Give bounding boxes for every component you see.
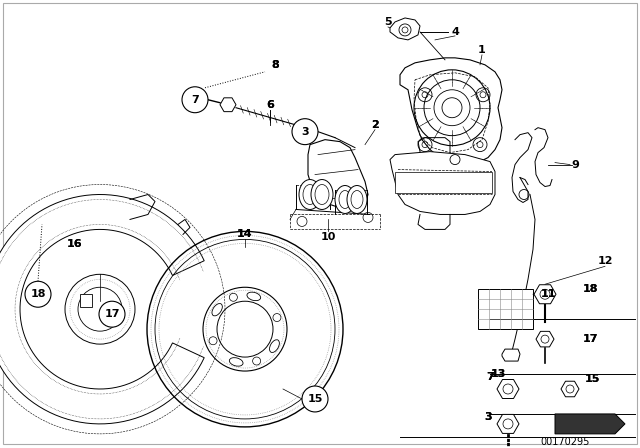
Polygon shape	[395, 172, 492, 193]
Circle shape	[25, 281, 51, 307]
Text: 3: 3	[484, 412, 492, 422]
Text: 7: 7	[486, 372, 494, 382]
Polygon shape	[390, 151, 495, 215]
Text: 14: 14	[237, 229, 253, 239]
Text: 11: 11	[540, 289, 556, 299]
Text: 17: 17	[582, 334, 598, 344]
Text: 16: 16	[67, 239, 83, 250]
Ellipse shape	[229, 358, 243, 366]
Text: 11: 11	[540, 289, 556, 299]
Ellipse shape	[335, 185, 355, 213]
Text: 7: 7	[191, 95, 199, 105]
Ellipse shape	[347, 185, 367, 213]
Bar	[478, 289, 533, 329]
Text: 6: 6	[266, 100, 274, 110]
Text: 18: 18	[582, 284, 598, 294]
Text: 15: 15	[307, 394, 323, 404]
Circle shape	[302, 386, 328, 412]
Text: 8: 8	[271, 60, 279, 70]
Text: 00170295: 00170295	[540, 437, 589, 447]
Polygon shape	[80, 294, 92, 307]
Circle shape	[99, 301, 125, 327]
Ellipse shape	[311, 180, 333, 210]
Text: 4: 4	[451, 27, 459, 37]
Text: 13: 13	[490, 369, 506, 379]
Text: 3: 3	[301, 127, 309, 137]
Ellipse shape	[247, 292, 260, 301]
Text: 18: 18	[582, 284, 598, 294]
Text: 9: 9	[571, 159, 579, 170]
Text: 16: 16	[67, 239, 83, 250]
Text: 14: 14	[237, 229, 253, 239]
Text: 15: 15	[584, 374, 600, 384]
Circle shape	[292, 119, 318, 145]
Text: 17: 17	[104, 309, 120, 319]
Text: 13: 13	[490, 369, 506, 379]
Polygon shape	[0, 194, 204, 424]
Polygon shape	[308, 140, 368, 210]
Polygon shape	[502, 349, 520, 361]
Circle shape	[182, 87, 208, 113]
Polygon shape	[390, 18, 420, 40]
Text: 6: 6	[266, 100, 274, 110]
Ellipse shape	[299, 180, 321, 210]
Text: 12: 12	[597, 256, 612, 266]
Text: 8: 8	[271, 60, 279, 70]
Text: 17: 17	[582, 334, 598, 344]
Text: 3: 3	[484, 412, 492, 422]
Polygon shape	[555, 414, 625, 434]
Ellipse shape	[212, 304, 222, 316]
Text: 1: 1	[478, 45, 486, 55]
Ellipse shape	[269, 340, 280, 353]
Text: 10: 10	[320, 233, 336, 242]
Polygon shape	[400, 58, 502, 164]
Text: 2: 2	[371, 120, 379, 129]
Text: 18: 18	[30, 289, 45, 299]
Text: 7: 7	[486, 372, 494, 382]
Text: 2: 2	[371, 120, 379, 129]
Text: 5: 5	[384, 17, 392, 27]
Text: 15: 15	[584, 374, 600, 384]
